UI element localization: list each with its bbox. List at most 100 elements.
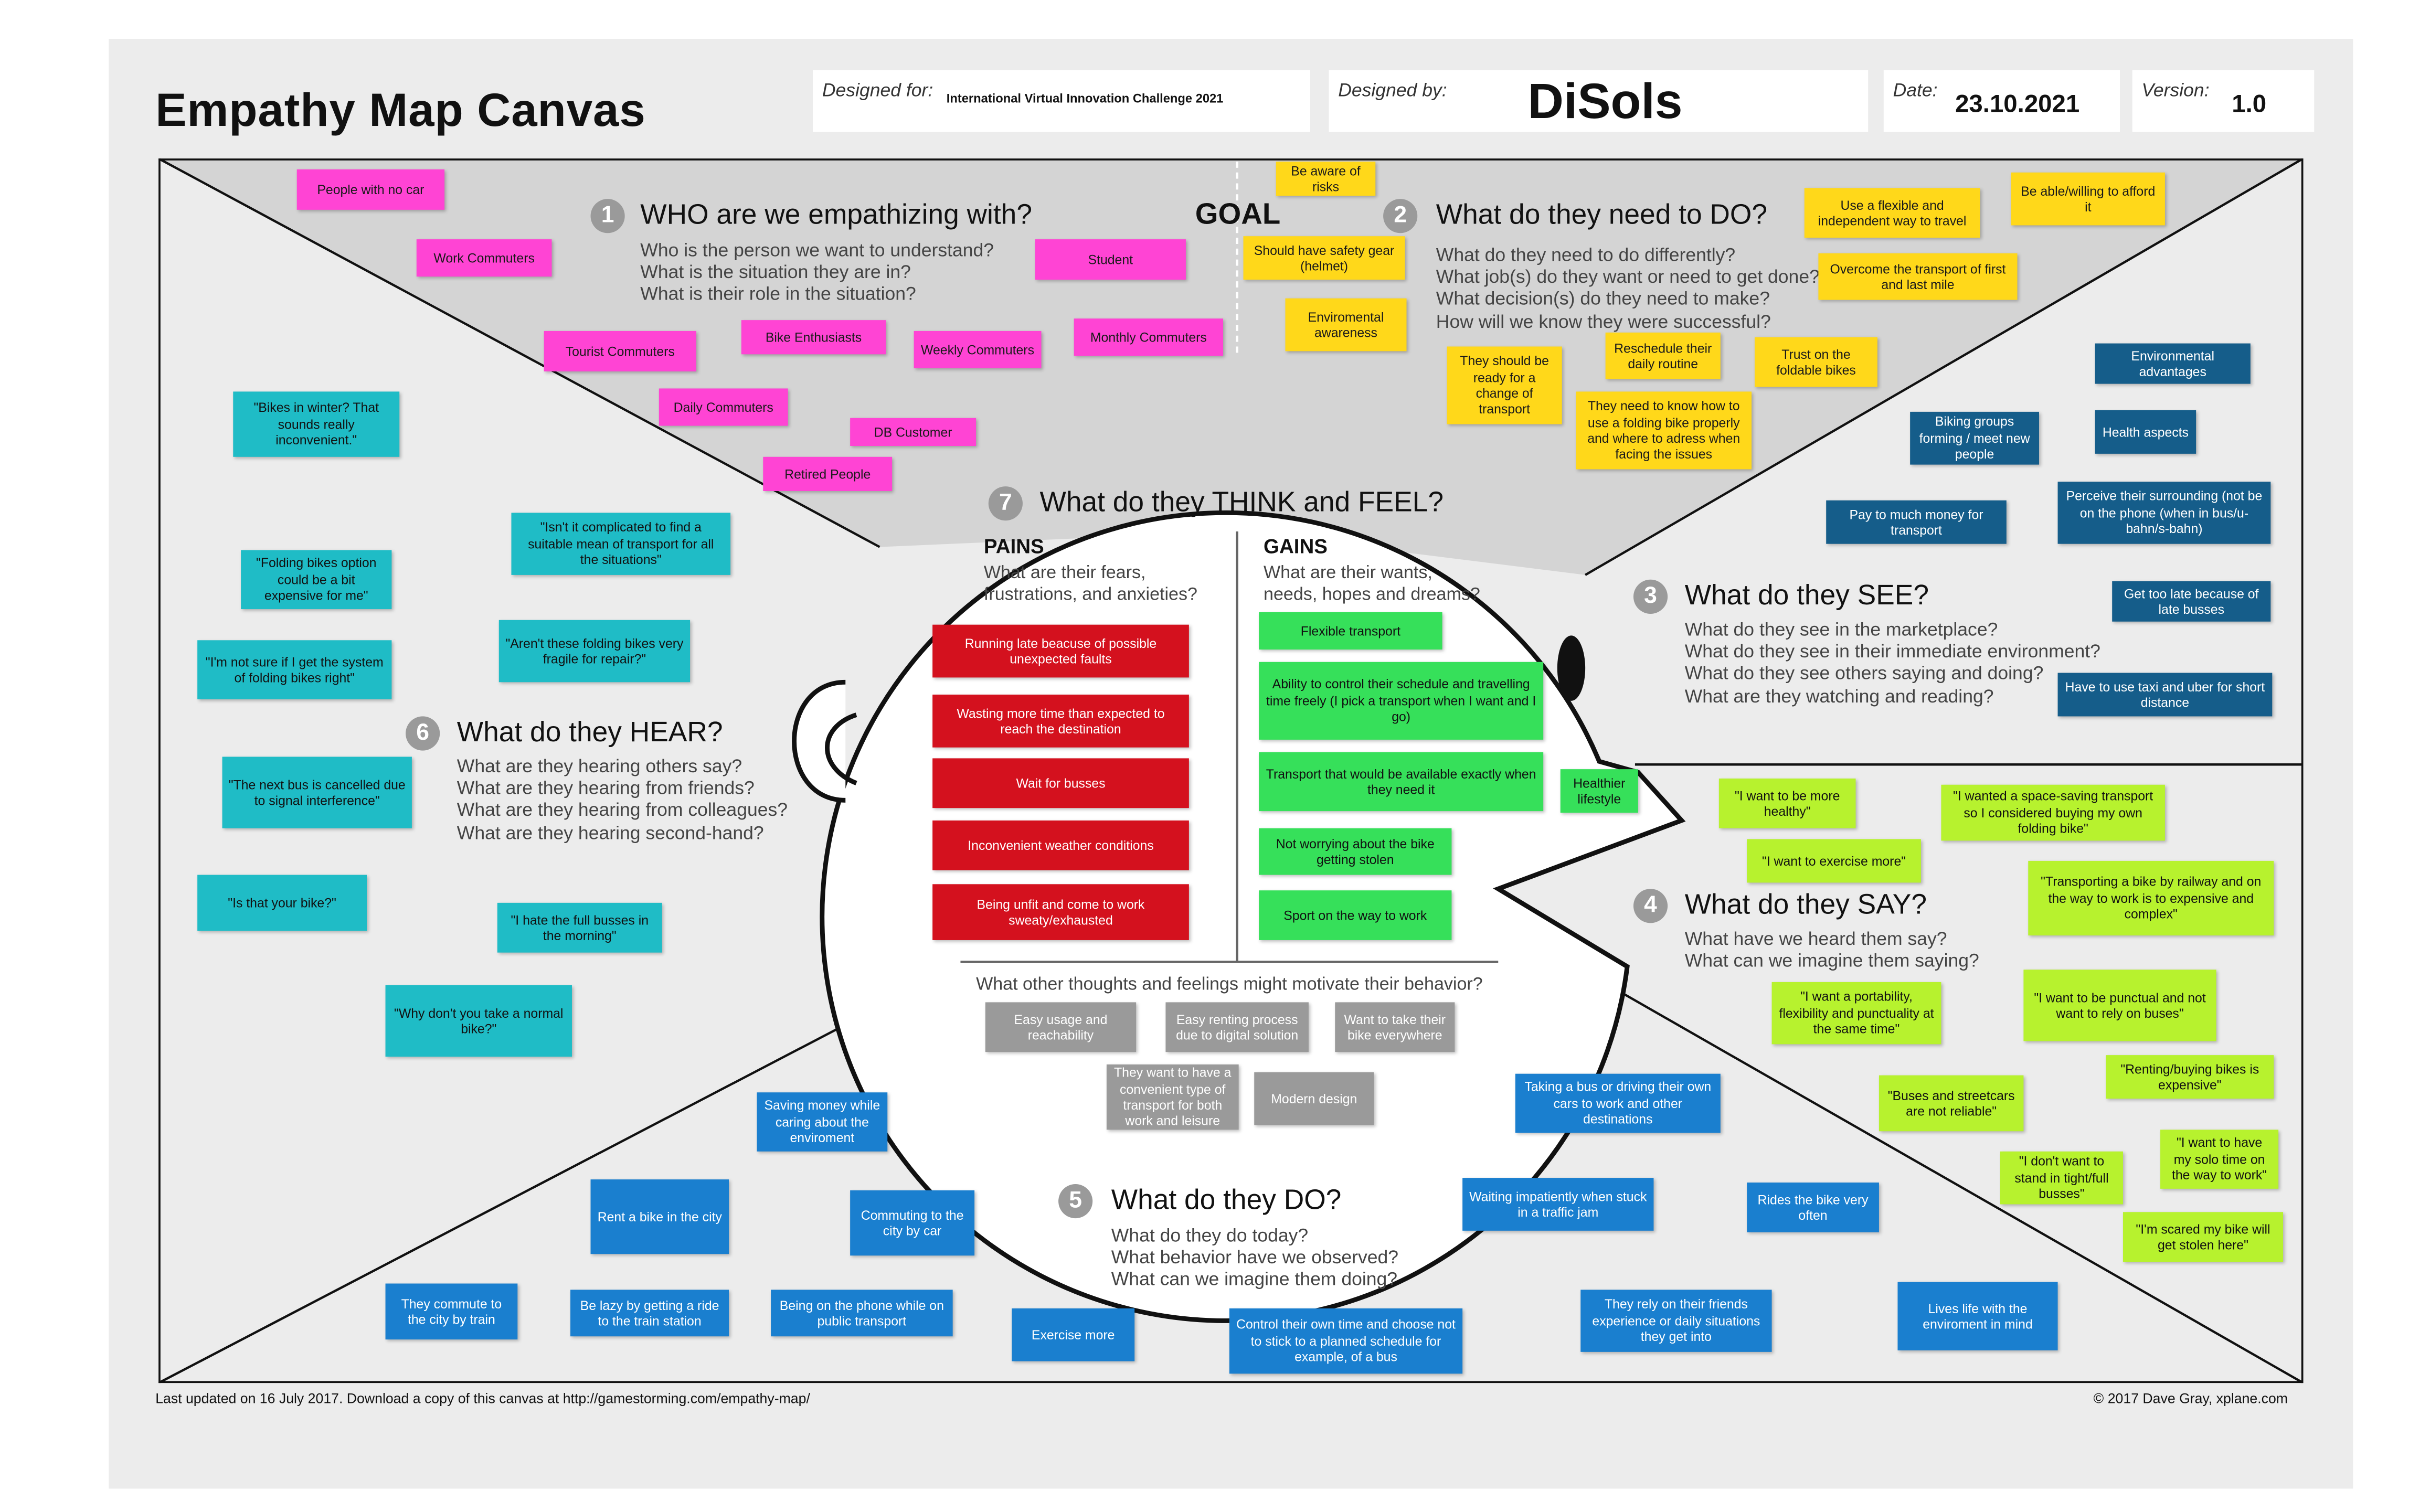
hear-note[interactable]: "Bikes in winter? That sounds really inc… bbox=[233, 391, 400, 457]
gains-question: What are their wants, needs, hopes and d… bbox=[1264, 562, 1480, 606]
do-note[interactable]: Waiting impatiently when stuck in a traf… bbox=[1462, 1178, 1654, 1231]
do-need-note[interactable]: Use a flexible and independent way to tr… bbox=[1804, 188, 1980, 238]
designed-by-box[interactable]: Designed by: DiSols bbox=[1329, 70, 1869, 132]
do-note[interactable]: Be lazy by getting a ride to the train s… bbox=[570, 1290, 729, 1337]
see-note[interactable]: Have to use taxi and uber for short dist… bbox=[2057, 673, 2273, 717]
other-note[interactable]: Easy renting process due to digital solu… bbox=[1165, 1002, 1309, 1052]
who-note[interactable]: Student bbox=[1035, 239, 1186, 280]
hear-note[interactable]: "Why don't you take a normal bike?" bbox=[385, 985, 572, 1057]
see-note[interactable]: Pay to much money for transport bbox=[1826, 500, 2007, 544]
do-note[interactable]: Being on the phone while on public trans… bbox=[771, 1290, 953, 1337]
who-note[interactable]: People with no car bbox=[296, 169, 445, 210]
say-note[interactable]: "I don't want to stand in tight/full bus… bbox=[2000, 1151, 2123, 1205]
other-note[interactable]: Modern design bbox=[1254, 1072, 1374, 1125]
do-note[interactable]: They commute to the city by train bbox=[385, 1283, 518, 1340]
section-think-title: What do they THINK and FEEL? bbox=[1039, 486, 1444, 518]
who-note[interactable]: Work Commuters bbox=[416, 239, 552, 277]
who-note[interactable]: Bike Enthusiasts bbox=[741, 320, 886, 355]
do-note[interactable]: Control their own time and choose not to… bbox=[1229, 1308, 1463, 1374]
hear-note[interactable]: "I'm not sure if I get the system of fol… bbox=[197, 640, 392, 699]
question-line: What have we heard them say? bbox=[1684, 928, 1947, 950]
do-note[interactable]: Taking a bus or driving their own cars t… bbox=[1515, 1073, 1721, 1133]
who-note[interactable]: Daily Commuters bbox=[659, 388, 788, 426]
section-see-title: What do they SEE? bbox=[1684, 579, 1929, 611]
say-note[interactable]: "Renting/buying bikes is expensive" bbox=[2106, 1055, 2274, 1099]
frame-border bbox=[158, 158, 2304, 1383]
section-do-need-title: What do they need to DO? bbox=[1436, 199, 1768, 230]
question-line: What decision(s) do they need to make? bbox=[1436, 288, 1770, 310]
diagonal-bottom-left bbox=[158, 988, 913, 1383]
other-note[interactable]: They want to have a convenient type of t… bbox=[1106, 1064, 1239, 1130]
gains-note[interactable]: Flexible transport bbox=[1259, 612, 1442, 650]
section-who-title: WHO are we empathizing with? bbox=[640, 199, 1033, 230]
see-note[interactable]: Environmental advantages bbox=[2095, 343, 2251, 384]
do-note[interactable]: Rent a bike in the city bbox=[590, 1179, 729, 1254]
do-need-note[interactable]: They need to know how to use a folding b… bbox=[1576, 391, 1752, 470]
do-note[interactable]: They rely on their friends experience or… bbox=[1580, 1290, 1772, 1352]
say-note[interactable]: "I want a portability, flexibility and p… bbox=[1771, 982, 1941, 1045]
do-need-note[interactable]: Trust on the foldable bikes bbox=[1754, 337, 1877, 387]
see-note[interactable]: Health aspects bbox=[2095, 410, 2196, 454]
gains-note[interactable]: Not worrying about the bike getting stol… bbox=[1259, 828, 1452, 875]
do-note[interactable]: Exercise more bbox=[1012, 1308, 1135, 1361]
ear-outer bbox=[792, 679, 846, 803]
goal-note[interactable]: Enviromental awareness bbox=[1285, 298, 1407, 352]
say-note[interactable]: "I want to be punctual and not want to r… bbox=[2023, 970, 2216, 1041]
who-note[interactable]: Tourist Commuters bbox=[544, 331, 696, 371]
pains-note[interactable]: Wait for busses bbox=[932, 758, 1189, 808]
question-line: What is their role in the situation? bbox=[640, 283, 916, 305]
goal-note[interactable]: Be aware of risks bbox=[1276, 162, 1376, 196]
do-note[interactable]: Commuting to the city by car bbox=[850, 1190, 975, 1256]
hear-note[interactable]: "Is that your bike?" bbox=[197, 875, 367, 931]
do-note[interactable]: Saving money while caring about the envi… bbox=[757, 1092, 888, 1152]
do-note[interactable]: Rides the bike very often bbox=[1747, 1183, 1879, 1232]
see-note[interactable]: Biking groups forming / meet new people bbox=[1910, 411, 2040, 465]
say-note[interactable]: "Transporting a bike by railway and on t… bbox=[2028, 860, 2274, 936]
hear-note[interactable]: "Isn't it complicated to find a suitable… bbox=[511, 513, 731, 575]
who-note[interactable]: Retired People bbox=[763, 456, 893, 491]
who-note[interactable]: Weekly Commuters bbox=[914, 331, 1042, 368]
diagonal-top-right bbox=[1585, 158, 2304, 576]
hear-note[interactable]: "I hate the full busses in the morning" bbox=[497, 902, 662, 953]
say-note[interactable]: "Buses and streetcars are not reliable" bbox=[1879, 1075, 2024, 1132]
pains-note[interactable]: Being unfit and come to work sweaty/exha… bbox=[932, 884, 1189, 940]
pains-note[interactable]: Running late beacuse of possible unexpec… bbox=[932, 624, 1189, 678]
other-note[interactable]: Easy usage and reachability bbox=[985, 1002, 1137, 1052]
do-need-note[interactable]: Reschedule their daily routine bbox=[1605, 332, 1721, 379]
who-note[interactable]: Monthly Commuters bbox=[1074, 318, 1224, 356]
diagonal-bottom-right bbox=[1575, 965, 2304, 1383]
date-box[interactable]: Date: 23.10.2021 bbox=[1883, 70, 2120, 132]
do-need-note[interactable]: Overcome the transport of first and last… bbox=[1818, 253, 2018, 300]
section-1-number: 1 bbox=[590, 199, 625, 233]
designed-for-box[interactable]: Designed for: International Virtual Inno… bbox=[813, 70, 1310, 132]
goal-note[interactable]: Should have safety gear (helmet) bbox=[1243, 236, 1405, 280]
say-note[interactable]: "I want to be more healthy" bbox=[1718, 778, 1856, 828]
do-note[interactable]: Lives life with the enviroment in mind bbox=[1897, 1282, 2058, 1350]
gains-note[interactable]: Sport on the way to work bbox=[1259, 890, 1452, 940]
other-note[interactable]: Want to take their bike everywhere bbox=[1335, 1002, 1455, 1052]
do-need-note[interactable]: Be able/willing to afford it bbox=[2011, 172, 2165, 226]
version-box[interactable]: Version: 1.0 bbox=[2132, 70, 2315, 132]
hear-note[interactable]: "Aren't these folding bikes very fragile… bbox=[498, 620, 691, 683]
say-note[interactable]: "I wanted a space-saving transport so I … bbox=[1941, 784, 2165, 841]
designed-by-value: DiSols bbox=[1527, 73, 1683, 129]
question-line: needs, hopes and dreams? bbox=[1264, 585, 1480, 605]
gains-note[interactable]: Ability to control their schedule and tr… bbox=[1259, 662, 1544, 740]
see-note[interactable]: Get too late because of late busses bbox=[2112, 581, 2271, 622]
who-note[interactable]: DB Customer bbox=[850, 418, 977, 446]
say-note[interactable]: "I want to exercise more" bbox=[1747, 839, 1921, 883]
question-line: What do they do today? bbox=[1111, 1224, 1309, 1247]
pains-note[interactable]: Inconvenient weather conditions bbox=[932, 820, 1189, 870]
question-line: What is the situation they are in? bbox=[640, 261, 911, 283]
do-need-note[interactable]: They should be ready for a change of tra… bbox=[1447, 346, 1562, 424]
say-note[interactable]: "I'm scared my bike will get stolen here… bbox=[2123, 1212, 2284, 1262]
hear-note[interactable]: "The next bus is cancelled due to signal… bbox=[222, 757, 412, 828]
pains-note[interactable]: Wasting more time than expected to reach… bbox=[932, 694, 1189, 748]
date-label: Date: bbox=[1893, 79, 1938, 101]
hear-note[interactable]: "Folding bikes option could be a bit exp… bbox=[241, 550, 392, 610]
say-note[interactable]: "I want to have my solo time on the way … bbox=[2160, 1130, 2279, 1189]
designed-for-value: International Virtual Innovation Challen… bbox=[946, 91, 1224, 106]
gains-note[interactable]: Transport that would be available exactl… bbox=[1259, 752, 1544, 812]
gains-note[interactable]: Healthier lifestyle bbox=[1560, 769, 1638, 813]
see-note[interactable]: Perceive their surrounding (not be on th… bbox=[2057, 482, 2271, 544]
